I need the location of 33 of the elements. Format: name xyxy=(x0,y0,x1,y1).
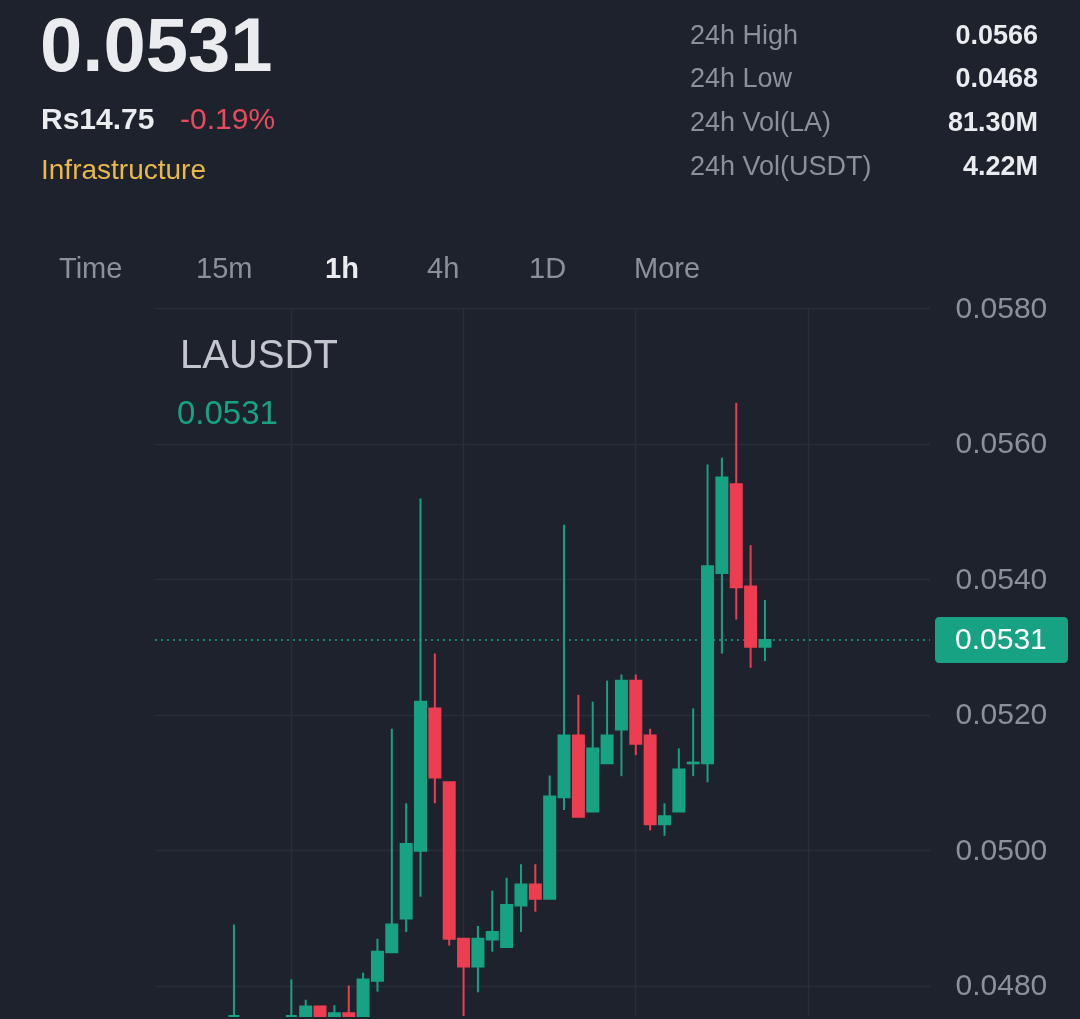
y-tick-label: 0.0500 xyxy=(955,832,1048,866)
text: 0.0531 xyxy=(177,394,278,431)
candlestick xyxy=(227,923,241,1017)
text: More xyxy=(634,252,701,284)
text: 24h High xyxy=(690,20,799,50)
text: 24h Vol(USDT) xyxy=(690,151,872,181)
text: Infrastructure xyxy=(41,154,206,185)
candlestick xyxy=(284,978,298,1017)
candlestick xyxy=(758,599,772,662)
candlestick xyxy=(342,984,356,1017)
candlestick xyxy=(657,802,671,837)
text: LAUSDT xyxy=(180,332,338,376)
text: 81.30M xyxy=(947,107,1038,137)
text: -0.19% xyxy=(180,102,276,135)
text: 1h xyxy=(325,252,359,284)
text: 4h xyxy=(427,252,460,284)
text: 1D xyxy=(529,252,567,284)
text: 24h Low xyxy=(690,63,793,93)
text: 15m xyxy=(196,252,253,284)
y-tick-label: 0.0560 xyxy=(955,426,1048,459)
y-tick-label: 0.0580 xyxy=(955,290,1048,324)
y-tick-label: 0.0480 xyxy=(955,968,1048,1002)
text: 24h Vol(LA) xyxy=(690,107,832,137)
text: 0.0531 xyxy=(40,2,273,87)
text: 4.22M xyxy=(962,151,1038,181)
text: 0.0468 xyxy=(955,63,1038,93)
text: 0.0566 xyxy=(955,20,1038,50)
ref-line-label: 0.0531 xyxy=(955,621,1047,655)
y-tick-label: 0.0540 xyxy=(955,561,1048,595)
text: Rs14.75 xyxy=(41,102,155,135)
candlestick xyxy=(528,863,542,913)
text: Time xyxy=(59,252,123,284)
y-tick-label: 0.0520 xyxy=(955,697,1048,731)
